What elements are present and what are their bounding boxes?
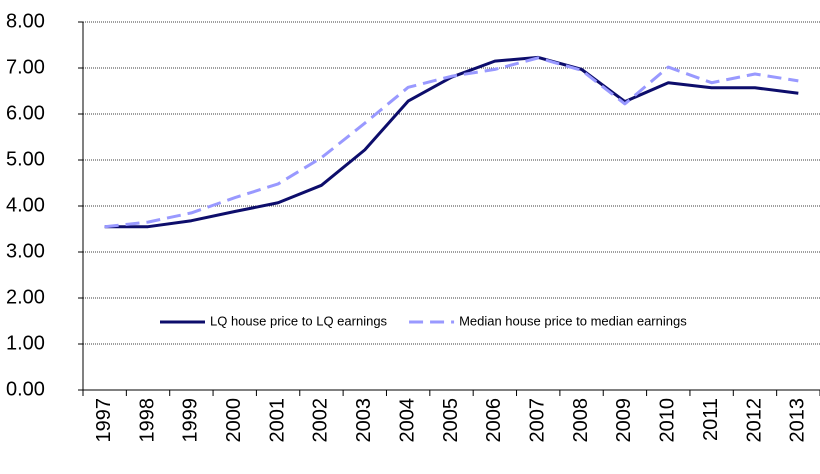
- x-tick-label: 2006: [483, 398, 505, 443]
- y-tick-label: 7.00: [6, 56, 45, 78]
- y-tick-label: 2.00: [6, 286, 45, 308]
- y-tick-label: 4.00: [6, 194, 45, 216]
- y-tick-label: 8.00: [6, 10, 45, 32]
- legend-label: Median house price to median earnings: [459, 313, 687, 328]
- x-tick-label: 2003: [353, 398, 375, 443]
- y-tick-label: 5.00: [6, 148, 45, 170]
- x-tick-label: 2000: [223, 398, 245, 443]
- x-tick-label: 2001: [266, 398, 288, 443]
- x-tick-label: 2007: [526, 398, 548, 443]
- x-tick-label: 1997: [93, 398, 115, 443]
- x-tick-label: 2009: [613, 398, 635, 443]
- x-tick-label: 2004: [396, 398, 418, 443]
- legend-label: LQ house price to LQ earnings: [210, 313, 388, 328]
- y-tick-label: 6.00: [6, 102, 45, 124]
- y-tick-label: 1.00: [6, 332, 45, 354]
- x-tick-label: 2011: [700, 398, 722, 441]
- y-tick-label: 0.00: [6, 378, 45, 400]
- x-tick-label: 1999: [180, 398, 202, 443]
- series-line: [104, 56, 799, 229]
- x-tick-label: 2010: [657, 398, 679, 443]
- y-tick-label: 3.00: [6, 240, 45, 262]
- x-tick-label: 2008: [570, 398, 592, 443]
- series-line: [104, 55, 799, 229]
- x-tick-label: 2012: [743, 398, 765, 443]
- x-tick-label: 1998: [136, 398, 158, 443]
- x-tick-label: 2013: [787, 398, 809, 443]
- x-tick-label: 2002: [310, 398, 332, 443]
- x-tick-label: 2005: [440, 398, 462, 443]
